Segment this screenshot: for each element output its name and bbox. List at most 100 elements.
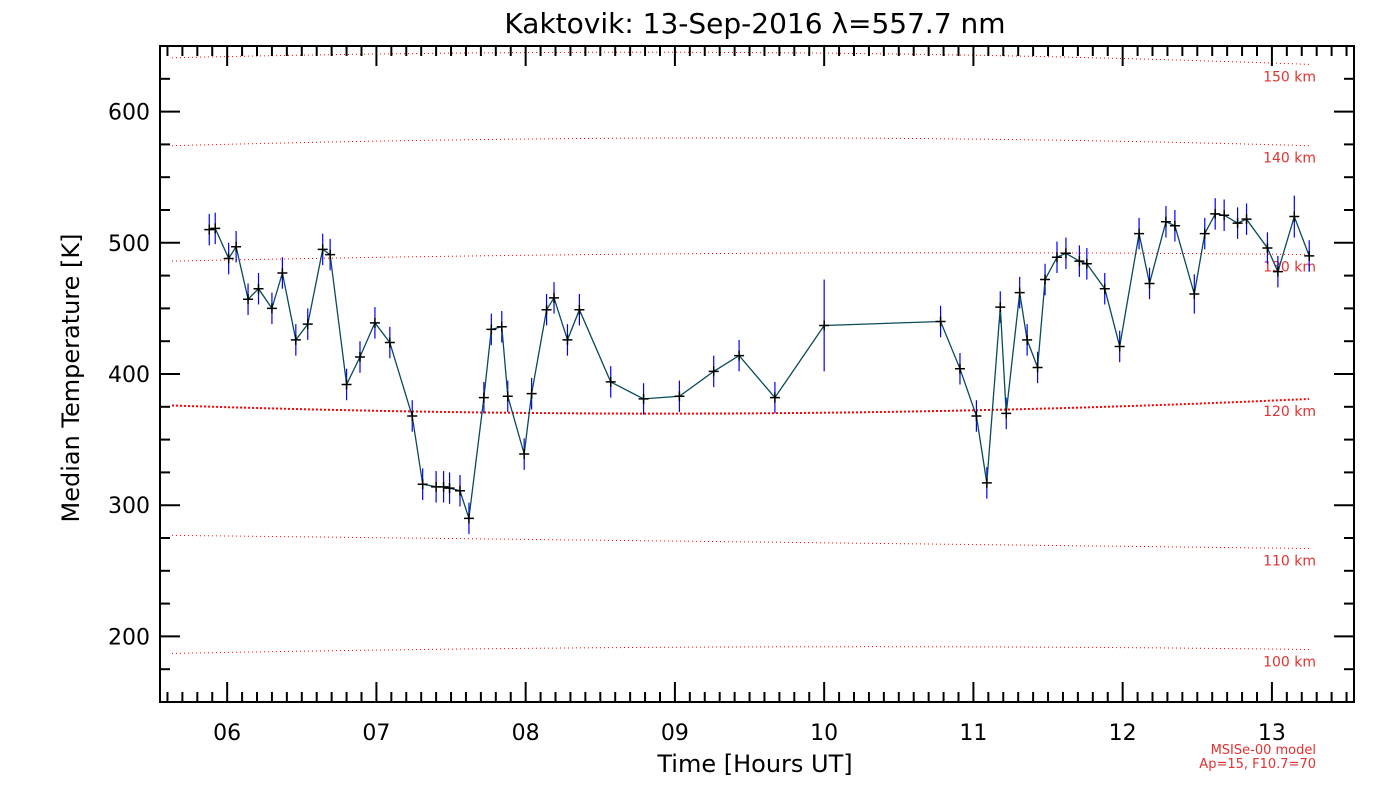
- data-point: [417, 479, 428, 490]
- model-curve: [171, 397, 1310, 415]
- x-tick-label: 10: [810, 721, 838, 746]
- data-point: [454, 485, 465, 496]
- x-tick-label: 12: [1109, 721, 1137, 746]
- y-tick-label: 400: [108, 363, 150, 388]
- x-tick-label: 07: [362, 721, 390, 746]
- data-point: [354, 351, 365, 362]
- model-curve: [171, 646, 1310, 654]
- data-point: [954, 363, 965, 374]
- data-point: [325, 249, 336, 260]
- data-point: [253, 283, 264, 294]
- x-tick-label: 06: [213, 721, 241, 746]
- data-point: [502, 391, 513, 402]
- data-point: [1032, 362, 1043, 373]
- data-point: [438, 481, 449, 492]
- data-point: [204, 224, 215, 235]
- x-tick-label: 08: [512, 721, 540, 746]
- data-point: [231, 241, 242, 252]
- data-point: [605, 376, 616, 387]
- data-point: [1289, 211, 1300, 222]
- data-point: [819, 320, 830, 331]
- data-point: [638, 393, 649, 404]
- data-point: [526, 388, 537, 399]
- data-point: [369, 317, 380, 328]
- data-point: [708, 366, 719, 377]
- data-point: [981, 477, 992, 488]
- data-point: [935, 316, 946, 327]
- data-point: [1144, 278, 1155, 289]
- data-point: [541, 304, 552, 315]
- data-point: [290, 334, 301, 345]
- data-point: [1169, 220, 1180, 231]
- x-tick-label: 11: [959, 721, 987, 746]
- data-point: [1074, 256, 1085, 267]
- data-point: [1272, 266, 1283, 277]
- data-point: [496, 321, 507, 332]
- model-curve-label: 150 km: [1263, 69, 1316, 85]
- data-point: [1014, 287, 1025, 298]
- x-tick-label: 13: [1258, 721, 1286, 746]
- data-point: [317, 244, 328, 255]
- data-point: [1219, 210, 1230, 221]
- data-point: [341, 379, 352, 390]
- data-point: [1160, 216, 1171, 227]
- model-curve: [171, 252, 1310, 262]
- data-point: [1051, 252, 1062, 263]
- data-point: [444, 483, 455, 494]
- data-point: [1081, 258, 1092, 269]
- y-tick-label: 300: [108, 494, 150, 519]
- data-point: [995, 302, 1006, 313]
- data-point: [266, 303, 277, 314]
- data-point: [1040, 274, 1051, 285]
- data-point: [478, 392, 489, 403]
- x-tick-label: 09: [661, 721, 689, 746]
- model-curve: [171, 137, 1310, 147]
- data-point: [519, 449, 530, 460]
- y-tick-label: 600: [108, 101, 150, 126]
- model-curve-label: 100 km: [1263, 655, 1316, 671]
- model-note-line-1: MSISe-00 model: [1211, 743, 1316, 758]
- data-point: [1060, 248, 1071, 259]
- data-point: [1114, 341, 1125, 352]
- data-point: [562, 334, 573, 345]
- data-point: [1232, 218, 1243, 229]
- data-point: [549, 292, 560, 303]
- data-point: [243, 294, 254, 305]
- data-point: [1134, 228, 1145, 239]
- data-point: [1304, 250, 1315, 261]
- data-point: [769, 392, 780, 403]
- model-curve-label: 120 km: [1263, 404, 1316, 420]
- data-point: [674, 391, 685, 402]
- model-note-line-2: Ap=15, F10.7=70: [1199, 757, 1316, 772]
- data-point: [1022, 334, 1033, 345]
- data-point: [302, 319, 313, 330]
- data-point: [384, 337, 395, 348]
- data-point: [574, 304, 585, 315]
- data-point: [971, 410, 982, 421]
- data-point: [1001, 408, 1012, 419]
- x-axis-label: Time [Hours UT]: [656, 750, 852, 778]
- data-series: [204, 195, 1315, 535]
- data-point: [1199, 228, 1210, 239]
- chart-title: Kaktovik: 13-Sep-2016 λ=557.7 nm: [504, 7, 1005, 40]
- data-point: [1262, 243, 1273, 254]
- data-point: [1189, 288, 1200, 299]
- data-point: [277, 267, 288, 278]
- model-curve-label: 110 km: [1263, 553, 1316, 569]
- model-curve: [171, 534, 1310, 549]
- data-point: [223, 253, 234, 264]
- model-curve-label: 130 km: [1263, 260, 1316, 276]
- y-axis-label: Median Temperature [K]: [57, 233, 85, 522]
- data-point: [486, 324, 497, 335]
- model-curve-label: 140 km: [1263, 151, 1316, 167]
- data-point: [407, 410, 418, 421]
- data-point: [1210, 208, 1221, 219]
- data-point: [1099, 283, 1110, 294]
- y-tick-label: 200: [108, 625, 150, 650]
- data-point: [734, 350, 745, 361]
- data-point: [463, 513, 474, 524]
- axes: 200 300 400 500 600 06 07 08 09 10 11 12 13: [108, 46, 1354, 746]
- data-point: [1241, 214, 1252, 225]
